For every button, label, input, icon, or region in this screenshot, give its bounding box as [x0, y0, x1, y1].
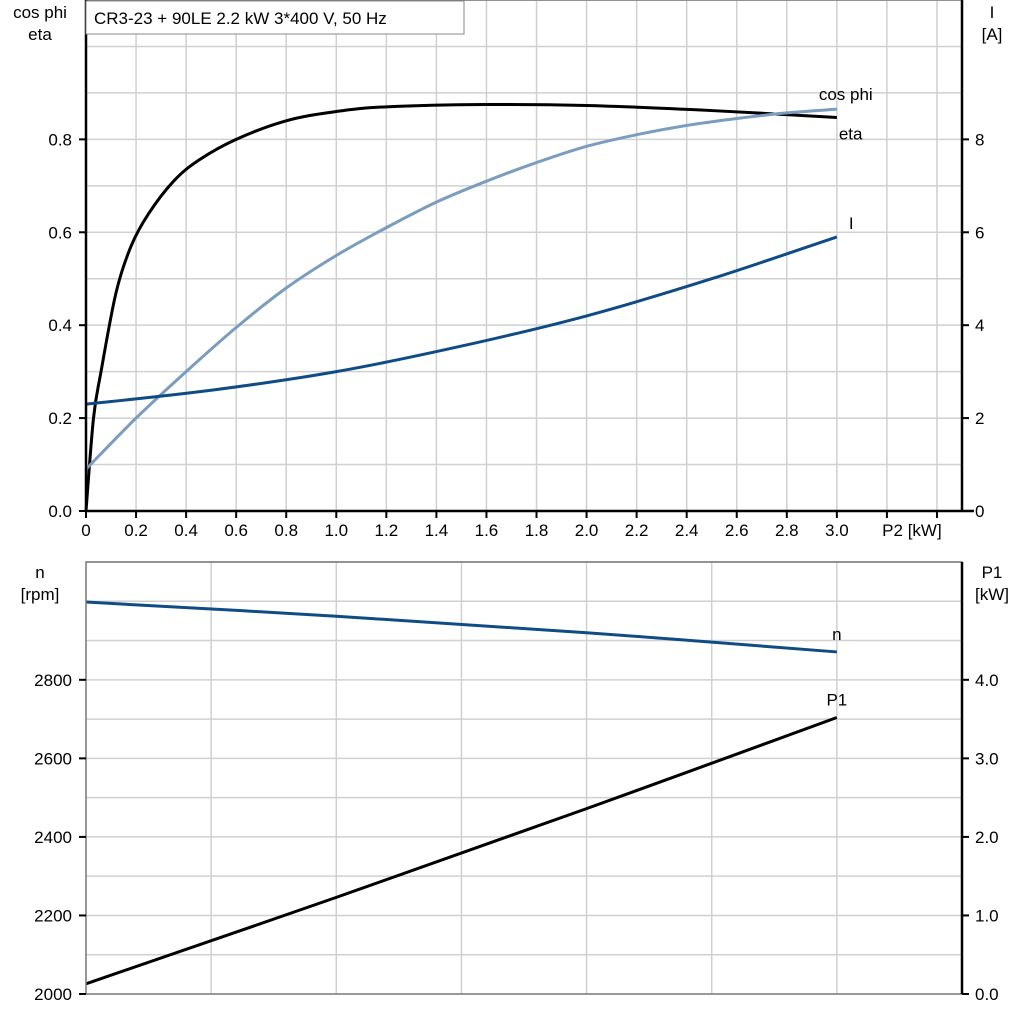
y-right-tick-label: 6 [975, 223, 984, 242]
x-tick-label: 0.4 [174, 521, 198, 540]
series-n-line [85, 600, 837, 654]
series-cos-phi-label: cos phi [819, 85, 873, 104]
x-tick-label: 1.4 [425, 521, 449, 540]
x-tick-label: 0.8 [274, 521, 298, 540]
y-left-tick-label: 2600 [34, 749, 72, 768]
x-tick-label: 1.0 [324, 521, 348, 540]
series-P1-line [85, 716, 838, 986]
y-left-axis-label: n [35, 563, 44, 582]
y-right-tick-label: 8 [975, 130, 984, 149]
y-left-tick-label: 0.2 [48, 409, 72, 428]
top-chart-grid [86, 0, 962, 511]
x-axis-label: P2 [kW] [882, 521, 942, 540]
series-eta-line [84, 102, 837, 512]
plot-frame [85, 561, 963, 995]
y-left-tick-label: 2400 [34, 828, 72, 847]
chart-title: CR3-23 + 90LE 2.2 kW 3*400 V, 50 Hz [94, 9, 387, 28]
x-tick-label: 1.8 [525, 521, 549, 540]
y-left-tick-label: 0.8 [48, 130, 72, 149]
x-tick-label: 0 [81, 521, 90, 540]
y-left-tick-label: 0.6 [48, 223, 72, 242]
series-cos-phi-line [84, 107, 837, 471]
y-left-tick-label: 2000 [34, 985, 72, 1004]
y-left-tick-label: 2200 [34, 906, 72, 925]
y-left-tick-label: 0.0 [48, 502, 72, 521]
series-I-label: I [849, 214, 854, 233]
labels: 0 0.2 0.4 0.6 0.8 1.0 1.2 1.4 1.6 1.8 2.0 2.2 2.4 2.6… [13, 3, 1009, 1004]
x-tick-label: 0.6 [224, 521, 248, 540]
x-tick-label: 1.6 [475, 521, 499, 540]
y-right-axis-label: P1 [982, 563, 1003, 582]
title-box [85, 0, 465, 35]
y-right-axis-label: [A] [982, 25, 1003, 44]
x-tick-label: 3.0 [825, 521, 849, 540]
x-tick-label: 2.0 [575, 521, 599, 540]
y-right-tick-label: 1.0 [975, 906, 999, 925]
y-right-tick-label: 0.0 [975, 985, 999, 1004]
curves [84, 102, 838, 986]
x-tick-label: 2.4 [675, 521, 699, 540]
x-tick-label: 2.6 [725, 521, 749, 540]
x-tick-label: 0.2 [124, 521, 148, 540]
y-right-tick-label: 2 [975, 409, 984, 428]
y-left-tick-label: 2800 [34, 671, 72, 690]
series-eta-label: eta [839, 125, 863, 144]
y-right-axis-label: [kW] [975, 585, 1009, 604]
y-left-axis-label: eta [28, 25, 52, 44]
plot-frame [85, 0, 963, 512]
series-P1-label: P1 [826, 691, 847, 710]
y-right-tick-label: 4 [975, 316, 984, 335]
y-right-tick-label: 3.0 [975, 749, 999, 768]
series-I-line [85, 235, 838, 406]
y-left-tick-label: 0.4 [48, 316, 72, 335]
y-left-axis-label: cos phi [13, 3, 67, 22]
series-n-label: n [832, 625, 841, 644]
x-tick-label: 2.2 [625, 521, 649, 540]
x-tick-label: 2.8 [775, 521, 799, 540]
y-right-tick-label: 4.0 [975, 671, 999, 690]
axes [79, 0, 974, 995]
y-right-axis-label: I [990, 3, 995, 22]
y-right-tick-label: 0 [975, 502, 984, 521]
x-tick-label: 1.2 [375, 521, 399, 540]
bottom-chart-grid [86, 561, 962, 994]
y-left-axis-label: [rpm] [21, 585, 60, 604]
y-right-tick-label: 2.0 [975, 828, 999, 847]
